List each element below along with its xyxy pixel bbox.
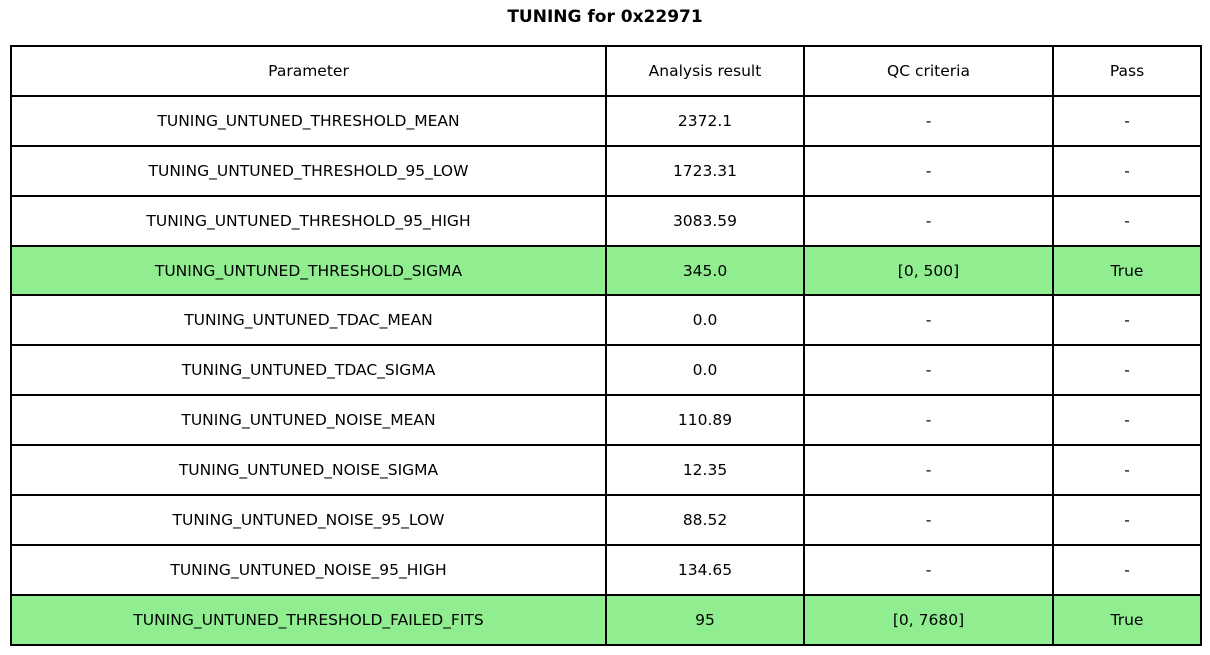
column-header-qc-criteria: QC criteria (803, 45, 1054, 97)
column-header-parameter: Parameter (10, 45, 607, 97)
cell-analysis-result: 88.52 (605, 494, 805, 546)
table-row: TUNING_UNTUNED_TDAC_SIGMA 0.0 - - (10, 344, 1202, 397)
cell-pass: - (1052, 194, 1202, 247)
cell-pass: - (1052, 394, 1202, 447)
cell-pass: True (1052, 593, 1202, 646)
table-row: TUNING_UNTUNED_NOISE_SIGMA 12.35 - - (10, 444, 1202, 497)
cell-pass: - (1052, 294, 1202, 347)
table-row: TUNING_UNTUNED_THRESHOLD_95_HIGH 3083.59… (10, 194, 1202, 247)
cell-analysis-result: 110.89 (605, 394, 805, 447)
table-row: TUNING_UNTUNED_THRESHOLD_MEAN 2372.1 - - (10, 94, 1202, 147)
cell-qc-criteria: [0, 7680] (803, 593, 1054, 646)
cell-pass: - (1052, 144, 1202, 197)
column-header-analysis-result: Analysis result (605, 45, 805, 97)
cell-analysis-result: 345.0 (605, 244, 805, 297)
cell-qc-criteria: - (803, 394, 1054, 447)
cell-qc-criteria: [0, 500] (803, 244, 1054, 297)
cell-parameter: TUNING_UNTUNED_NOISE_MEAN (10, 394, 607, 447)
cell-qc-criteria: - (803, 144, 1054, 197)
cell-qc-criteria: - (803, 444, 1054, 497)
cell-analysis-result: 2372.1 (605, 94, 805, 147)
cell-parameter: TUNING_UNTUNED_TDAC_MEAN (10, 294, 607, 347)
cell-pass: - (1052, 543, 1202, 596)
cell-analysis-result: 0.0 (605, 344, 805, 397)
cell-pass: - (1052, 344, 1202, 397)
cell-parameter: TUNING_UNTUNED_THRESHOLD_95_HIGH (10, 194, 607, 247)
cell-analysis-result: 95 (605, 593, 805, 646)
cell-pass: - (1052, 494, 1202, 546)
qc-results-table: Parameter Analysis result QC criteria Pa… (10, 45, 1202, 646)
cell-parameter: TUNING_UNTUNED_THRESHOLD_FAILED_FITS (10, 593, 607, 646)
cell-parameter: TUNING_UNTUNED_TDAC_SIGMA (10, 344, 607, 397)
table-row-highlighted: TUNING_UNTUNED_THRESHOLD_SIGMA 345.0 [0,… (10, 244, 1202, 297)
header-row: Parameter Analysis result QC criteria Pa… (10, 45, 1202, 97)
cell-pass: - (1052, 444, 1202, 497)
table-row-highlighted: TUNING_UNTUNED_THRESHOLD_FAILED_FITS 95 … (10, 593, 1202, 646)
cell-analysis-result: 12.35 (605, 444, 805, 497)
cell-qc-criteria: - (803, 543, 1054, 596)
table-row: TUNING_UNTUNED_THRESHOLD_95_LOW 1723.31 … (10, 144, 1202, 197)
cell-parameter: TUNING_UNTUNED_NOISE_95_HIGH (10, 543, 607, 596)
cell-analysis-result: 3083.59 (605, 194, 805, 247)
cell-qc-criteria: - (803, 294, 1054, 347)
cell-qc-criteria: - (803, 344, 1054, 397)
cell-parameter: TUNING_UNTUNED_NOISE_SIGMA (10, 444, 607, 497)
cell-pass: - (1052, 94, 1202, 147)
table-row: TUNING_UNTUNED_NOISE_MEAN 110.89 - - (10, 394, 1202, 447)
table-row: TUNING_UNTUNED_NOISE_95_LOW 88.52 - - (10, 494, 1202, 546)
table-row: TUNING_UNTUNED_TDAC_MEAN 0.0 - - (10, 294, 1202, 347)
cell-analysis-result: 134.65 (605, 543, 805, 596)
cell-qc-criteria: - (803, 194, 1054, 247)
cell-pass: True (1052, 244, 1202, 297)
cell-parameter: TUNING_UNTUNED_NOISE_95_LOW (10, 494, 607, 546)
cell-qc-criteria: - (803, 494, 1054, 546)
table-row: TUNING_UNTUNED_NOISE_95_HIGH 134.65 - - (10, 543, 1202, 596)
cell-analysis-result: 0.0 (605, 294, 805, 347)
column-header-pass: Pass (1052, 45, 1202, 97)
cell-parameter: TUNING_UNTUNED_THRESHOLD_SIGMA (10, 244, 607, 297)
cell-parameter: TUNING_UNTUNED_THRESHOLD_95_LOW (10, 144, 607, 197)
cell-qc-criteria: - (803, 94, 1054, 147)
cell-parameter: TUNING_UNTUNED_THRESHOLD_MEAN (10, 94, 607, 147)
page-title: TUNING for 0x22971 (507, 7, 703, 27)
cell-analysis-result: 1723.31 (605, 144, 805, 197)
